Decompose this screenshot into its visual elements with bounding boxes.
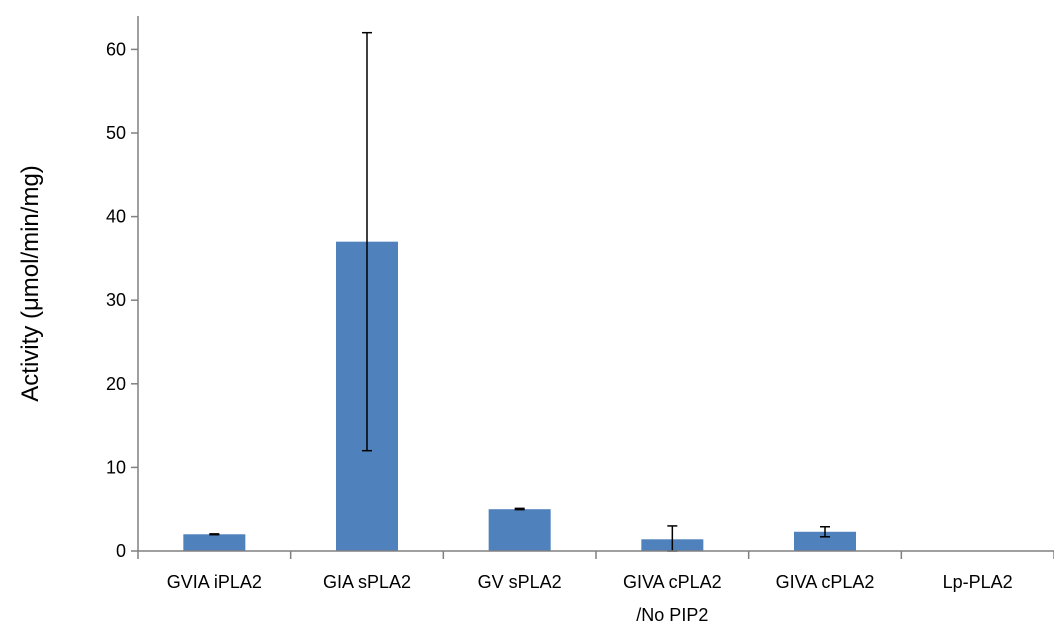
y-tick-label: 50 [106, 123, 126, 143]
y-axis: 0 10 20 30 40 50 60 [106, 15, 139, 561]
x-tick-label: GVIA iPLA2 [167, 572, 262, 592]
x-tick-label: GIA sPLA2 [323, 572, 411, 592]
bar [488, 509, 551, 551]
y-tick-label: 10 [106, 457, 126, 477]
x-tick-label: GIVA cPLA2 [776, 572, 875, 592]
y-tick-label: 40 [106, 207, 126, 227]
x-tick-label: /No PIP2 [636, 605, 708, 625]
y-tick-label: 20 [106, 374, 126, 394]
x-tick-label: Lp-PLA2 [943, 572, 1013, 592]
y-axis-title: Activity (μmol/min/mg) [17, 165, 44, 402]
x-tick-label: GV sPLA2 [478, 572, 562, 592]
error-bars [209, 31, 830, 552]
y-tick-label: 60 [106, 39, 126, 59]
x-axis: GVIA iPLA2 GIA sPLA2 GV sPLA2 GIVA cPLA2/No… [137, 550, 1054, 625]
bars [183, 241, 1009, 551]
bar [183, 534, 246, 551]
bar [794, 531, 856, 551]
x-tick-label: GIVA cPLA2 [623, 572, 722, 592]
y-tick-label: 30 [106, 290, 126, 310]
y-tick-label: 0 [116, 541, 126, 561]
